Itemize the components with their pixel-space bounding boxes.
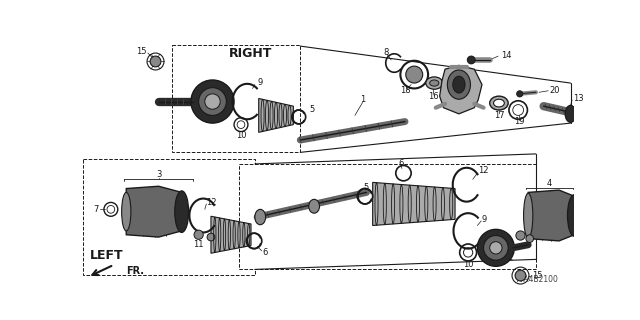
Polygon shape xyxy=(82,38,575,285)
Circle shape xyxy=(150,56,161,67)
Text: 20: 20 xyxy=(550,86,560,95)
Text: RIGHT: RIGHT xyxy=(229,47,273,60)
Circle shape xyxy=(515,270,526,281)
Text: 15: 15 xyxy=(136,47,147,56)
Text: 8: 8 xyxy=(384,48,389,57)
Polygon shape xyxy=(172,44,300,152)
Polygon shape xyxy=(239,164,536,269)
Text: 3: 3 xyxy=(156,170,161,179)
Text: 18: 18 xyxy=(401,86,411,95)
Circle shape xyxy=(526,235,534,243)
Text: 15: 15 xyxy=(532,271,543,280)
Text: 7: 7 xyxy=(93,205,99,214)
Polygon shape xyxy=(372,182,455,226)
Circle shape xyxy=(467,56,475,64)
Ellipse shape xyxy=(426,77,443,89)
Text: 11: 11 xyxy=(193,240,204,249)
Text: 9: 9 xyxy=(257,78,262,87)
Text: 13: 13 xyxy=(573,94,584,103)
Text: 6: 6 xyxy=(399,159,404,168)
Ellipse shape xyxy=(175,191,189,232)
Polygon shape xyxy=(83,159,255,275)
Text: 12: 12 xyxy=(478,166,489,175)
Circle shape xyxy=(477,229,515,266)
Circle shape xyxy=(516,91,523,97)
Text: 5: 5 xyxy=(310,105,315,114)
Text: 10: 10 xyxy=(236,131,246,140)
Text: TVA4B2100: TVA4B2100 xyxy=(515,275,559,284)
Text: 19: 19 xyxy=(514,117,524,126)
Circle shape xyxy=(205,94,220,109)
Polygon shape xyxy=(259,99,293,132)
Circle shape xyxy=(516,231,525,240)
Polygon shape xyxy=(126,186,182,237)
Ellipse shape xyxy=(255,209,266,225)
Ellipse shape xyxy=(568,195,581,236)
Text: 14: 14 xyxy=(501,51,512,60)
Ellipse shape xyxy=(524,193,533,238)
Text: 12: 12 xyxy=(206,198,217,207)
Text: 6: 6 xyxy=(262,248,268,257)
Text: FR.: FR. xyxy=(126,266,144,276)
Text: 17: 17 xyxy=(494,111,505,120)
Polygon shape xyxy=(528,190,575,241)
Text: 10: 10 xyxy=(463,260,474,269)
Text: 4: 4 xyxy=(547,179,552,188)
Text: 16: 16 xyxy=(428,92,439,101)
Ellipse shape xyxy=(565,105,576,122)
Ellipse shape xyxy=(122,192,131,231)
Polygon shape xyxy=(211,216,251,253)
Text: 5: 5 xyxy=(364,182,369,191)
Circle shape xyxy=(406,66,422,83)
Text: 9: 9 xyxy=(482,215,487,224)
Circle shape xyxy=(191,80,234,123)
Circle shape xyxy=(198,88,227,116)
Polygon shape xyxy=(440,65,482,114)
Text: 1: 1 xyxy=(360,95,365,105)
Text: LEFT: LEFT xyxy=(90,249,123,262)
Circle shape xyxy=(490,242,502,254)
Circle shape xyxy=(207,233,215,241)
Ellipse shape xyxy=(429,80,439,86)
Ellipse shape xyxy=(308,199,319,213)
Text: 2: 2 xyxy=(508,253,513,262)
Ellipse shape xyxy=(447,70,470,99)
Ellipse shape xyxy=(452,76,465,93)
Ellipse shape xyxy=(490,96,508,110)
Text: 11: 11 xyxy=(504,240,515,249)
Circle shape xyxy=(194,230,204,239)
Circle shape xyxy=(484,236,508,260)
Ellipse shape xyxy=(493,99,504,107)
